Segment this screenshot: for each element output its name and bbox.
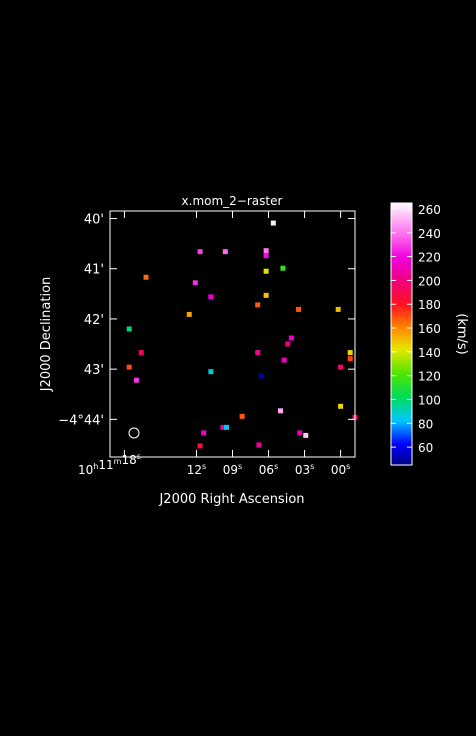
data-marker xyxy=(296,306,302,312)
data-marker xyxy=(347,356,353,362)
data-marker xyxy=(126,326,132,332)
colorbar-tick-label: 220 xyxy=(418,251,441,265)
colorbar-tick-label: 120 xyxy=(418,370,441,384)
data-marker xyxy=(133,377,139,383)
colorbar-tick-label: 140 xyxy=(418,346,441,360)
data-marker xyxy=(281,357,287,363)
colorbar-label: (km/s) xyxy=(454,313,469,355)
x-tick-label: 09s xyxy=(223,462,242,477)
data-marker xyxy=(280,265,286,271)
data-marker xyxy=(263,268,269,274)
data-marker xyxy=(258,373,264,379)
y-tick-label: −4°44' xyxy=(58,413,104,428)
data-marker xyxy=(256,442,262,448)
data-marker xyxy=(239,413,245,419)
colorbar-tick-label: 180 xyxy=(418,298,441,312)
data-marker xyxy=(297,430,303,436)
data-marker xyxy=(338,403,344,409)
x-tick-label: 10h11m18s xyxy=(78,452,141,477)
data-marker xyxy=(138,350,144,356)
data-marker xyxy=(303,432,309,438)
data-marker xyxy=(186,311,192,317)
colorbar-tick-label: 100 xyxy=(418,394,441,408)
data-marker xyxy=(263,292,269,298)
data-marker xyxy=(222,249,228,255)
data-marker xyxy=(288,335,294,341)
data-marker xyxy=(338,364,344,370)
data-marker xyxy=(278,408,284,414)
y-tick-label: 42' xyxy=(84,313,104,328)
x-tick-label: 06s xyxy=(259,462,278,477)
data-marker xyxy=(197,249,203,255)
y-tick-label: 43' xyxy=(84,363,104,378)
colorbar-ticks: 60 80 100 120 140 160 180 200 220 240 260 xyxy=(391,203,441,455)
y-axis-ticks: 40' 41' 42' 43' −4°44' xyxy=(58,213,355,428)
y-tick-label: 41' xyxy=(84,263,104,278)
y-axis-label: J2000 Declination xyxy=(39,277,54,393)
data-marker xyxy=(255,350,261,356)
y-tick-label: 40' xyxy=(84,213,104,228)
data-marker xyxy=(220,424,226,430)
data-marker xyxy=(208,369,214,375)
data-marker xyxy=(201,430,207,436)
colorbar-tick-label: 260 xyxy=(418,203,441,217)
x-tick-label: 03s xyxy=(295,462,314,477)
beam-ellipse xyxy=(128,427,140,439)
data-marker xyxy=(335,306,341,312)
data-marker xyxy=(197,443,203,449)
colorbar-tick-label: 160 xyxy=(418,322,441,336)
data-marker xyxy=(223,424,229,430)
data-marker xyxy=(285,341,291,347)
data-marker xyxy=(347,350,353,356)
colorbar-tick-label: 60 xyxy=(418,441,433,455)
x-axis-label: J2000 Right Ascension xyxy=(158,492,304,507)
data-marker xyxy=(263,248,269,254)
colorbar-tick-label: 200 xyxy=(418,274,441,288)
data-marker xyxy=(255,302,261,308)
plot-frame xyxy=(109,210,356,458)
data-marker xyxy=(208,294,214,300)
colorbar-tick-label: 240 xyxy=(418,227,441,241)
data-marker xyxy=(270,220,276,226)
colorbar xyxy=(390,202,413,466)
data-marker xyxy=(126,364,132,370)
chart-title: x.mom_2−raster xyxy=(182,194,283,208)
data-markers xyxy=(126,220,358,449)
data-marker xyxy=(143,274,149,280)
colorbar-tick-label: 80 xyxy=(418,417,433,431)
data-marker xyxy=(192,280,198,286)
x-tick-label: 12s xyxy=(187,462,206,477)
data-marker xyxy=(263,253,269,259)
x-tick-label: 00s xyxy=(331,462,350,477)
x-axis-ticks: 10h11m18s 12s 09s 06s 03s 00s xyxy=(78,211,350,477)
